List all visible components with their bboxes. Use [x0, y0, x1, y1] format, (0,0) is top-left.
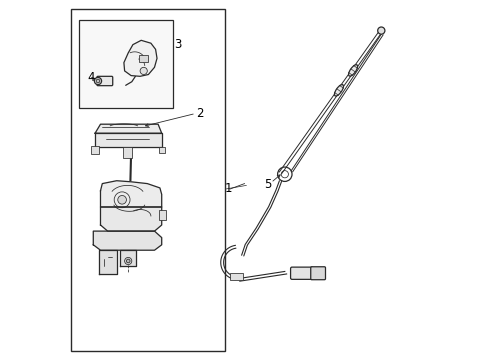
Circle shape [140, 67, 147, 75]
Bar [79, 20, 172, 108]
Circle shape [118, 195, 126, 204]
Circle shape [126, 259, 130, 263]
FancyBboxPatch shape [290, 267, 313, 279]
Polygon shape [120, 250, 136, 266]
Text: 2: 2 [195, 107, 203, 120]
Bar [123, 147, 132, 158]
Circle shape [96, 79, 100, 83]
Polygon shape [95, 124, 162, 133]
Text: 1: 1 [224, 183, 232, 195]
FancyBboxPatch shape [97, 76, 113, 86]
Polygon shape [95, 133, 162, 147]
PathPatch shape [123, 40, 157, 76]
Circle shape [94, 77, 102, 85]
Ellipse shape [334, 85, 343, 96]
Polygon shape [93, 231, 162, 250]
Bar [139, 55, 148, 62]
FancyBboxPatch shape [310, 267, 325, 280]
Bar [229, 273, 242, 280]
Bar [159, 147, 164, 153]
Text: 4: 4 [87, 71, 95, 84]
Bar [159, 210, 166, 220]
Polygon shape [99, 250, 117, 274]
Text: 3: 3 [174, 39, 181, 51]
Polygon shape [101, 181, 162, 207]
Circle shape [377, 27, 384, 34]
Polygon shape [101, 207, 162, 231]
Ellipse shape [348, 65, 357, 76]
Bar [91, 146, 99, 154]
Circle shape [124, 257, 132, 265]
Text: 5: 5 [264, 178, 271, 191]
Bar [71, 9, 224, 351]
